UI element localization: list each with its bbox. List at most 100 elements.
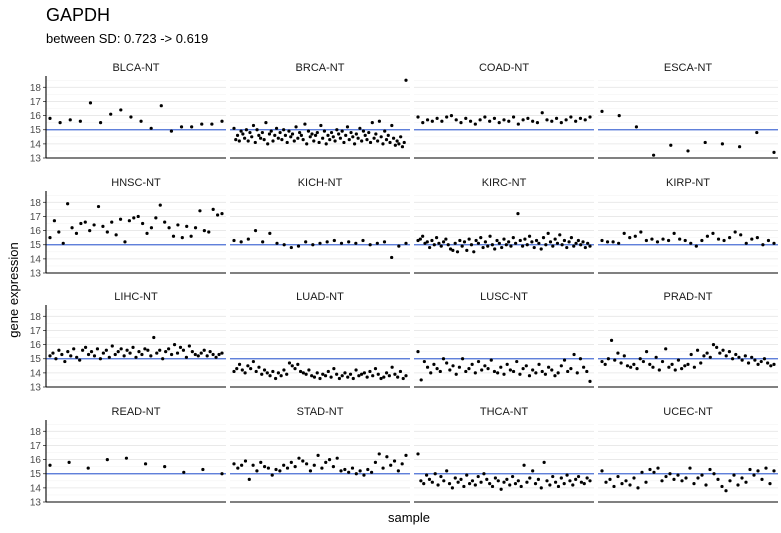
data-point — [172, 342, 177, 347]
data-point — [493, 247, 497, 251]
data-point — [680, 479, 684, 483]
data-point — [509, 244, 513, 248]
data-point — [718, 351, 722, 355]
y-tick-label: 13 — [30, 498, 42, 509]
data-point — [454, 118, 458, 122]
data-point — [57, 348, 61, 352]
y-tick-label: 18 — [30, 198, 42, 209]
data-point — [293, 465, 297, 469]
facet-panel: LUAD-NT — [230, 291, 410, 388]
data-point — [559, 364, 563, 368]
data-point — [154, 216, 158, 220]
data-point — [325, 240, 329, 244]
data-point — [178, 345, 183, 350]
data-point — [423, 241, 427, 245]
y-tick-label: 14 — [30, 483, 42, 494]
data-point — [368, 140, 373, 145]
facet-label: PRAD-NT — [664, 291, 713, 303]
data-point — [460, 357, 465, 361]
data-point — [190, 125, 194, 129]
data-point — [427, 477, 432, 481]
data-point — [660, 479, 664, 483]
data-point — [550, 368, 554, 372]
facet-label: BRCA-NT — [296, 62, 345, 74]
data-point — [734, 352, 738, 357]
data-point — [425, 118, 430, 122]
data-point — [260, 372, 264, 376]
data-point — [482, 472, 486, 476]
data-point — [96, 204, 101, 209]
data-point — [750, 355, 754, 359]
data-point — [485, 477, 489, 481]
data-point — [545, 479, 549, 483]
data-point — [460, 244, 464, 248]
data-point — [502, 118, 506, 122]
facet-panel: HNSC-NT 13 14 15 16 17 18 — [30, 177, 226, 280]
data-point — [48, 236, 52, 240]
facet-label: KIRC-NT — [482, 177, 527, 189]
data-point — [101, 224, 105, 228]
data-point — [321, 372, 325, 376]
data-point — [656, 466, 660, 470]
data-point — [331, 135, 335, 139]
y-tick-label: 17 — [30, 326, 42, 337]
data-point — [467, 237, 471, 241]
data-point — [52, 219, 57, 223]
data-point — [628, 236, 632, 240]
data-point — [180, 236, 184, 240]
y-tick-label: 13 — [30, 383, 42, 394]
data-point — [63, 359, 67, 364]
data-point — [657, 368, 661, 372]
data-point — [448, 247, 453, 251]
data-point — [486, 367, 490, 371]
data-point — [474, 238, 478, 243]
data-point — [702, 354, 706, 358]
data-point — [365, 138, 369, 142]
data-point — [521, 118, 525, 122]
data-point — [762, 357, 767, 361]
data-point — [123, 240, 127, 244]
data-point — [105, 230, 109, 234]
data-point — [542, 460, 546, 465]
data-point — [565, 245, 569, 250]
data-point — [609, 338, 614, 342]
data-point — [259, 460, 263, 465]
data-point — [432, 243, 436, 247]
data-point — [66, 202, 70, 206]
data-point — [700, 238, 704, 243]
data-point — [505, 477, 509, 481]
data-point — [301, 138, 305, 142]
data-point — [588, 244, 592, 248]
data-point — [317, 140, 321, 145]
data-point — [268, 374, 272, 378]
data-point — [600, 469, 604, 473]
data-point — [385, 455, 389, 459]
data-point — [368, 243, 372, 247]
data-point — [57, 230, 61, 234]
data-point — [86, 466, 90, 470]
data-point — [274, 467, 278, 472]
data-point — [220, 472, 224, 476]
facet-panel: THCA-NT — [414, 406, 594, 503]
data-point — [560, 243, 564, 247]
data-point — [761, 243, 765, 247]
data-point — [384, 371, 389, 375]
data-point — [661, 237, 665, 241]
data-point — [217, 352, 221, 357]
facet-panel: ESCA-NT — [598, 62, 778, 159]
data-point — [262, 465, 267, 469]
data-point — [489, 358, 493, 362]
y-tick-label: 13 — [30, 269, 42, 280]
data-point — [744, 241, 748, 245]
data-point — [511, 115, 516, 119]
data-point — [260, 130, 264, 135]
data-point — [479, 480, 483, 484]
data-point — [347, 138, 351, 142]
data-point — [448, 368, 452, 372]
data-point — [465, 248, 469, 252]
data-point — [313, 133, 318, 137]
data-point — [276, 371, 280, 375]
data-point — [328, 138, 332, 142]
data-point — [473, 371, 477, 375]
y-axis-title: gene expression — [6, 242, 21, 337]
